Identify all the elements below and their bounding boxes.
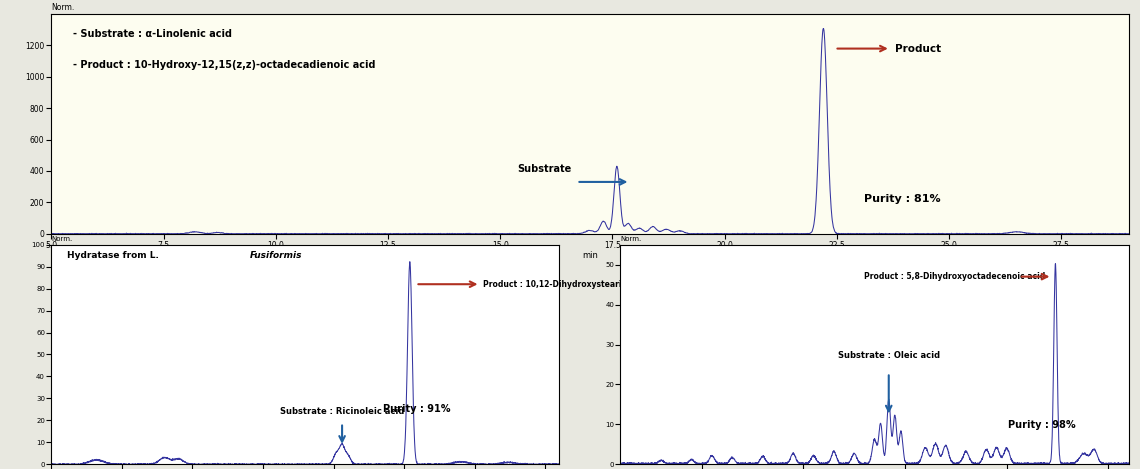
X-axis label: min: min <box>583 251 597 260</box>
Text: Substrate : Oleic acid: Substrate : Oleic acid <box>838 351 939 361</box>
Text: Substrate : Ricinoleic acid: Substrate : Ricinoleic acid <box>280 407 405 416</box>
Text: Fusiformis: Fusiformis <box>250 251 302 260</box>
Text: Product : 5,8-Dihydroxyoctadecenoic acid: Product : 5,8-Dihydroxyoctadecenoic acid <box>864 272 1045 281</box>
Text: Purity : 81%: Purity : 81% <box>864 194 940 204</box>
Text: A.  10-H-12,15-ODA: A. 10-H-12,15-ODA <box>51 267 186 280</box>
Text: - Product : 10-Hydroxy-12,15(z,z)-octadecadienoic acid: - Product : 10-Hydroxy-12,15(z,z)-octade… <box>73 60 375 70</box>
Text: Norm.: Norm. <box>51 236 73 242</box>
Text: - Substrate : α-Linolenic acid: - Substrate : α-Linolenic acid <box>73 30 231 39</box>
Text: Norm.: Norm. <box>51 3 74 12</box>
Text: Purity : 91%: Purity : 91% <box>383 404 451 415</box>
Text: Substrate: Substrate <box>518 164 572 174</box>
Text: Purity : 98%: Purity : 98% <box>1009 420 1076 430</box>
Text: Product : 10,12-Dihydroxystearic acid: Product : 10,12-Dihydroxystearic acid <box>483 280 648 289</box>
Text: Hydratase from L.: Hydratase from L. <box>66 251 164 260</box>
Text: Product: Product <box>895 44 942 53</box>
Text: Norm.: Norm. <box>620 236 642 242</box>
